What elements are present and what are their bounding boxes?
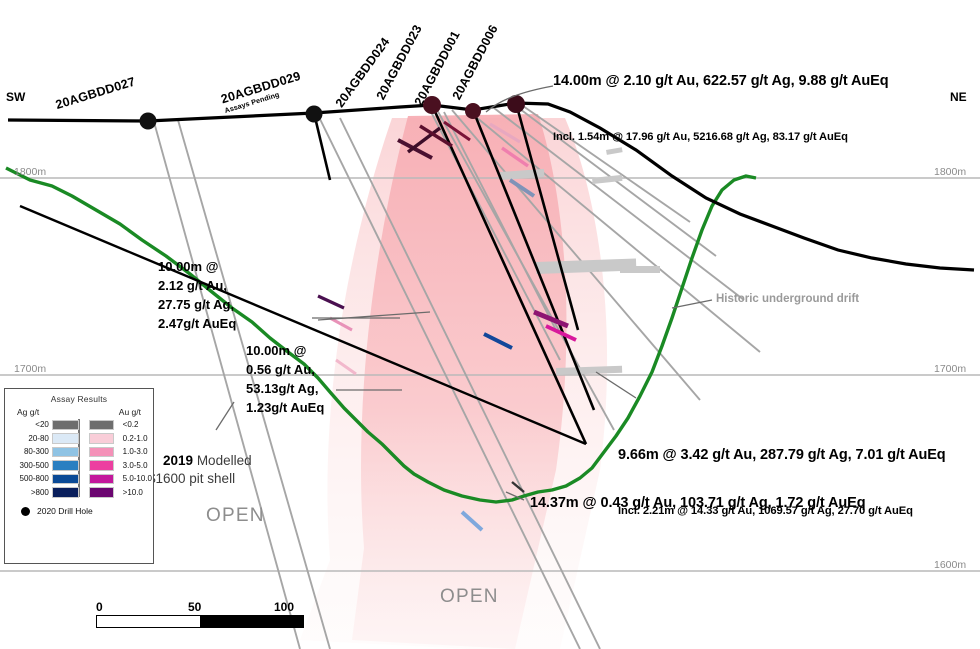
legend-au-label: 5.0-10.0 (122, 474, 152, 484)
pit-shell-year: 2019 (163, 453, 194, 469)
scale-tick-0: 0 (96, 600, 103, 614)
assay-intervals (317, 120, 577, 532)
direction-label-ne: NE (950, 90, 967, 104)
direction-label-sw: SW (6, 90, 26, 104)
elevation-label-1700-right: 1700m (934, 363, 967, 375)
legend-au-swatch (89, 460, 114, 471)
legend-row: 300-500 3.0-5.0 (13, 459, 148, 473)
legend-au-swatch (89, 446, 114, 457)
drill-hole-traces-2020 (19, 102, 596, 446)
legend-ag-swatch (51, 473, 79, 484)
legend-au-swatch (89, 487, 114, 498)
scale-bar-segment-black (200, 616, 303, 627)
legend-ag-label: >800 (30, 487, 49, 497)
scale-bar-ticks: 0 50 100 m (96, 600, 304, 628)
legend-au-label: 3.0-5.0 (122, 460, 148, 470)
scale-bar: 0 50 100 m (96, 600, 304, 628)
legend-au-swatch (89, 473, 114, 484)
pit-shell-label: 2019 Modelled $1600 pit shell (148, 434, 252, 507)
legend-row: 500-800 5.0-10.0 (13, 472, 152, 486)
topography-line (7, 101, 975, 272)
legend-ag-swatch (51, 460, 79, 471)
legend-head-ag: Ag g/t (17, 407, 40, 417)
scale-bar-segment-white (97, 616, 200, 627)
scale-tick-100: 100 m (274, 600, 295, 628)
legend-au-label: <0.2 (122, 420, 139, 430)
historic-underground-drift (500, 147, 660, 375)
legend-au-swatch (89, 433, 114, 444)
annotation-leaders (215, 85, 713, 501)
open-label-upper: OPEN (206, 505, 265, 526)
legend-drill-hole-entry: 2020 Drill Hole (5, 499, 153, 516)
elevation-label-1800-right: 1800m (934, 166, 967, 178)
historic-drill-traces (153, 105, 761, 649)
legend-ag-swatch (51, 487, 79, 498)
scale-tick-50: 50 (188, 600, 202, 614)
legend-ag-swatch (51, 446, 79, 457)
annotation-left-lower: 10.00m @ 0.56 g/t Au, 53.13g/t Ag, 1.23g… (246, 343, 325, 415)
legend-ag-label: 80-300 (23, 447, 49, 457)
collar-markers (139, 95, 525, 130)
legend-row: 80-300 1.0-3.0 (13, 445, 148, 459)
legend-ag-label: <20 (35, 420, 49, 430)
legend-rows: <20 <0.2 20-80 0.2-1.0 80-300 1.0-3.0 30… (5, 418, 153, 499)
legend-au-label: 1.0-3.0 (122, 447, 148, 457)
drill-hole-dot-icon (21, 506, 30, 516)
assay-results-legend: Assay Results Ag g/t Au g/t <20 <0.2 20-… (4, 388, 154, 564)
legend-drill-hole-label: 2020 Drill Hole (37, 506, 93, 516)
annotation-bottom: 14.37m @ 0.43 g/t Au, 103.71 g/t Ag, 1.7… (530, 495, 866, 511)
legend-ag-label: 500-800 (19, 474, 49, 484)
legend-ag-swatch (51, 433, 79, 444)
historic-drift-label: Historic underground drift (716, 293, 860, 305)
annotation-top-right: 14.00m @ 2.10 g/t Au, 622.57 g/t Ag, 9.8… (553, 32, 889, 184)
legend-divider (78, 419, 80, 497)
legend-ag-label: 300-500 (19, 460, 49, 470)
legend-ag-label: 20-80 (28, 433, 49, 443)
open-label-lower: OPEN (440, 586, 499, 607)
annotation-right-lower-main: 9.66m @ 3.42 g/t Au, 287.79 g/t Ag, 7.01… (618, 447, 946, 463)
legend-title: Assay Results (50, 394, 108, 404)
legend-row: <20 <0.2 (13, 418, 145, 432)
legend-au-label: 0.2-1.0 (122, 433, 148, 443)
elevation-label-1800-left: 1800m (14, 166, 47, 178)
legend-row: >800 >10.0 (13, 486, 145, 500)
legend-ag-swatch (51, 419, 79, 430)
annotation-left-upper: 10.00m @ 2.12 g/t Au, 27.75 g/t Ag, 2.47… (158, 259, 237, 331)
legend-au-swatch (89, 419, 114, 430)
annotation-right-lower-incl: Incl. 2.21m @ 14.33 g/t Au, 1069.57 g/t … (618, 505, 913, 518)
legend-row: 20-80 0.2-1.0 (13, 432, 148, 446)
legend-head-au: Au g/t (118, 407, 141, 417)
annotation-top-right-incl: Incl. 1.54m @ 17.96 g/t Au, 5216.68 g/t … (553, 131, 848, 144)
elevation-gridlines (0, 177, 980, 572)
annotation-top-right-main: 14.00m @ 2.10 g/t Au, 622.57 g/t Ag, 9.8… (553, 73, 889, 89)
legend-au-label: >10.0 (122, 487, 143, 497)
elevation-label-1600-right: 1600m (934, 559, 967, 571)
scale-bar-graphic (96, 615, 304, 628)
pit-shell-text: Modelled $1600 pit shell (148, 453, 252, 487)
elevation-label-1700-left: 1700m (14, 363, 47, 375)
annotation-right-lower: 9.66m @ 3.42 g/t Au, 287.79 g/t Ag, 7.01… (618, 406, 946, 558)
